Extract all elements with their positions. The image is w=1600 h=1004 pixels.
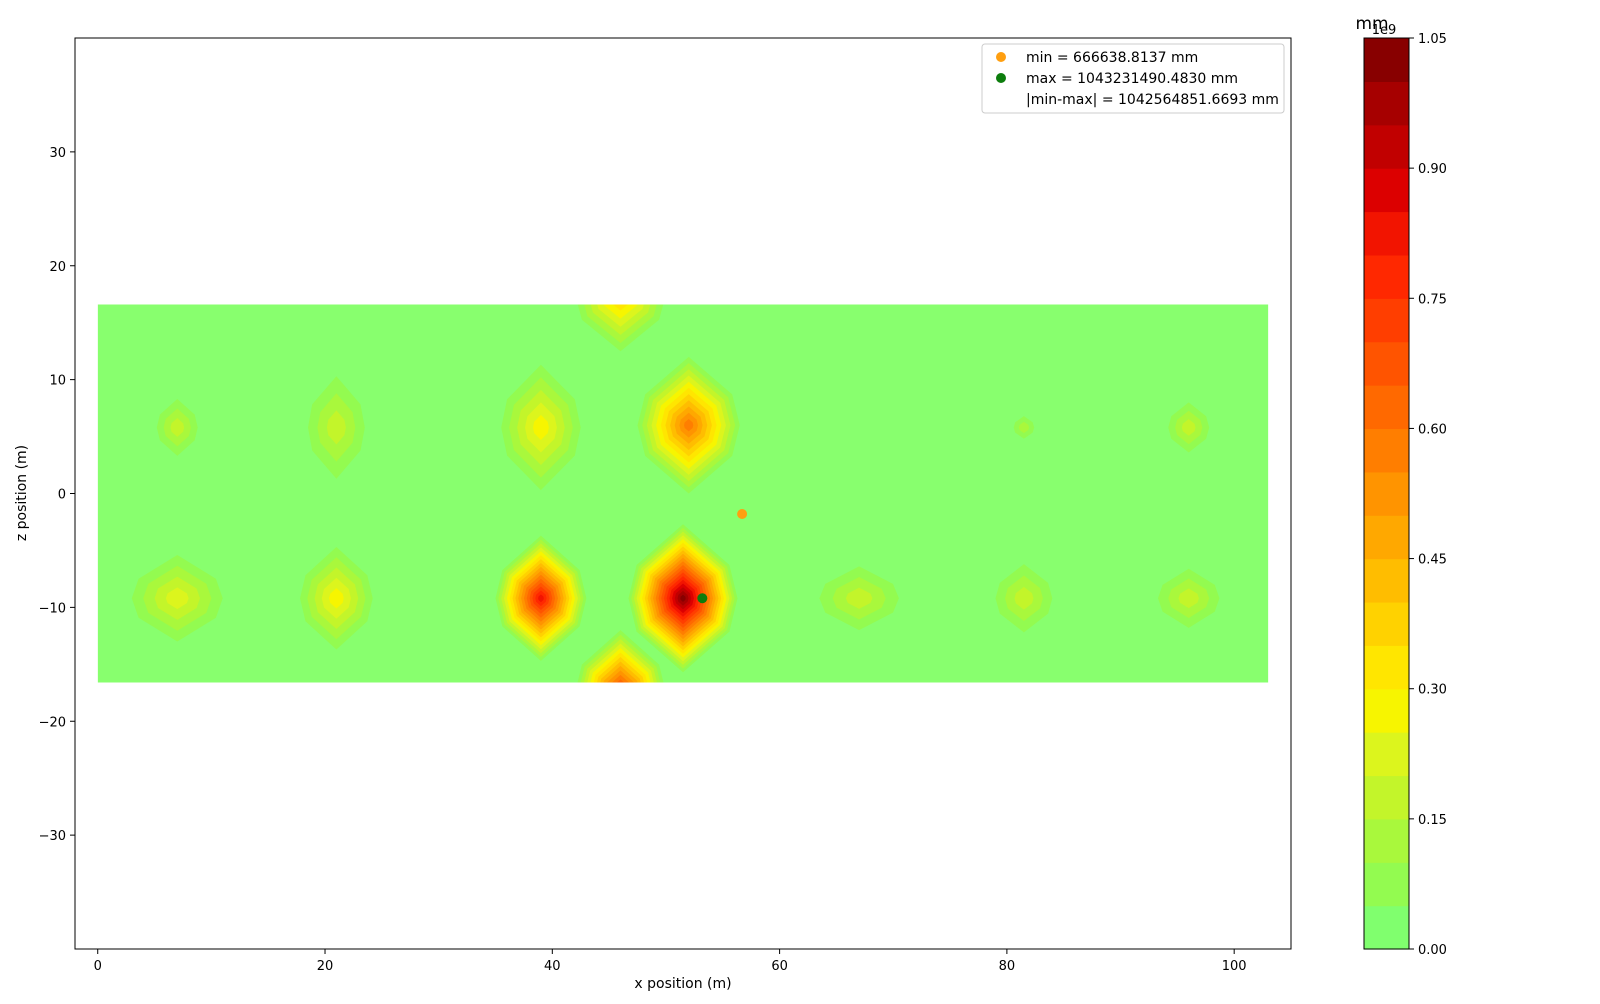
colorbar-tick-label: 0.45 bbox=[1418, 553, 1447, 568]
hotspot bbox=[1013, 416, 1035, 439]
y-tick-label: −30 bbox=[39, 829, 66, 844]
contour-level bbox=[1018, 421, 1029, 434]
hotspot bbox=[1158, 568, 1220, 628]
hotspot bbox=[300, 547, 373, 650]
legend: min = 666638.8137 mm max = 1043231490.48… bbox=[981, 43, 1285, 114]
hotspot bbox=[637, 356, 740, 494]
hotspot bbox=[308, 376, 365, 479]
contour-level bbox=[617, 688, 624, 697]
colorbar-level bbox=[1364, 732, 1409, 777]
contour-level bbox=[1014, 586, 1034, 610]
legend-min-marker bbox=[996, 52, 1006, 62]
contour-level bbox=[1181, 419, 1196, 436]
y-tick-label: 10 bbox=[49, 374, 66, 389]
colorbar-level bbox=[1364, 775, 1409, 820]
contour-level bbox=[616, 679, 625, 683]
contour-level bbox=[684, 419, 694, 432]
colorbar-level bbox=[1364, 905, 1409, 950]
legend-max-marker bbox=[996, 73, 1006, 83]
y-tick-label: −10 bbox=[39, 601, 66, 616]
x-tick-label: 80 bbox=[999, 959, 1016, 974]
contour-level bbox=[170, 418, 185, 437]
colorbar-tick-label: 0.60 bbox=[1418, 422, 1447, 437]
legend-range-label: |min-max| = 1042564851.6693 mm bbox=[1026, 92, 1279, 108]
colorbar-level bbox=[1364, 862, 1409, 907]
colorbar-tick-label: 0.90 bbox=[1418, 162, 1447, 177]
colorbar-level bbox=[1364, 341, 1409, 386]
contour-level bbox=[533, 414, 549, 440]
colorbar-level bbox=[1364, 645, 1409, 690]
colorbar-level bbox=[1364, 254, 1409, 299]
hotspot bbox=[577, 630, 664, 702]
x-axis-label: x position (m) bbox=[634, 976, 731, 992]
hotspot bbox=[995, 564, 1053, 633]
colorbar-level bbox=[1364, 385, 1409, 430]
colorbar-level bbox=[1364, 428, 1409, 473]
contour-level bbox=[611, 674, 630, 683]
colorbar-level bbox=[1364, 168, 1409, 213]
legend-box bbox=[981, 43, 1285, 114]
hotspot bbox=[577, 286, 664, 352]
contour-level bbox=[165, 587, 189, 610]
x-tick-label: 100 bbox=[1222, 959, 1247, 974]
legend-min-label: min = 666638.8137 mm bbox=[1026, 50, 1198, 66]
y-tick-label: 20 bbox=[49, 260, 66, 275]
colorbar-level bbox=[1364, 601, 1409, 646]
hotspot bbox=[819, 566, 899, 631]
colorbar-tick-label: 1.05 bbox=[1418, 32, 1447, 47]
contour-level bbox=[538, 594, 544, 603]
extreme-points bbox=[697, 508, 748, 604]
contour-level bbox=[614, 684, 627, 702]
min-point-marker bbox=[737, 508, 748, 519]
hotspot bbox=[131, 555, 223, 642]
y-tick-label: 0 bbox=[58, 488, 66, 503]
y-axis-ticks: −30 −20 −10 0 10 20 30 bbox=[39, 146, 75, 844]
colorbar: 0.00 0.15 0.30 0.45 0.60 0.75 0.90 1.05 bbox=[1363, 32, 1447, 958]
y-axis-label: z position (m) bbox=[14, 445, 30, 541]
x-axis-ticks: 0 20 40 60 80 100 bbox=[94, 949, 1247, 974]
x-tick-label: 40 bbox=[544, 959, 561, 974]
contour-level bbox=[614, 286, 627, 302]
contour-level bbox=[603, 304, 638, 319]
colorbar-level bbox=[1364, 515, 1409, 560]
colorbar-tick-label: 0.00 bbox=[1418, 943, 1447, 958]
y-tick-label: −20 bbox=[39, 715, 66, 730]
max-point-marker bbox=[697, 593, 708, 604]
colorbar-multiplier: 1e9 bbox=[1372, 23, 1397, 38]
hotspot bbox=[495, 535, 587, 661]
x-tick-label: 0 bbox=[94, 959, 102, 974]
colorbar-level bbox=[1364, 688, 1409, 733]
colorbar-frame bbox=[1363, 37, 1410, 950]
colorbar-level bbox=[1364, 81, 1409, 126]
hotspot bbox=[628, 524, 738, 673]
colorbar-level bbox=[1364, 818, 1409, 863]
contour-level bbox=[1178, 588, 1199, 609]
y-tick-label: 30 bbox=[49, 146, 66, 161]
legend-max-label: max = 1043231490.4830 mm bbox=[1026, 71, 1238, 87]
hotspot bbox=[1168, 402, 1210, 453]
x-tick-label: 20 bbox=[317, 959, 334, 974]
contour-level bbox=[845, 587, 873, 609]
x-tick-label: 60 bbox=[771, 959, 788, 974]
colorbar-level bbox=[1364, 211, 1409, 256]
contour-level bbox=[326, 410, 346, 445]
colorbar-level bbox=[1364, 558, 1409, 603]
colorbar-tick-label: 0.75 bbox=[1418, 292, 1447, 307]
colorbar-title: mm bbox=[1355, 14, 1388, 34]
colorbar-level bbox=[1364, 124, 1409, 169]
contour-field bbox=[97, 286, 1269, 702]
hotspot bbox=[501, 364, 581, 491]
contour-level bbox=[329, 588, 344, 609]
colorbar-level bbox=[1364, 298, 1409, 343]
contour-level bbox=[613, 304, 628, 311]
colorbar-level bbox=[1364, 471, 1409, 516]
colorbar-tick-label: 0.30 bbox=[1418, 683, 1447, 698]
colorbar-tick-label: 0.15 bbox=[1418, 813, 1447, 828]
hotspot bbox=[156, 399, 198, 456]
colorbar-level bbox=[1364, 38, 1409, 82]
contour-level bbox=[680, 594, 686, 602]
